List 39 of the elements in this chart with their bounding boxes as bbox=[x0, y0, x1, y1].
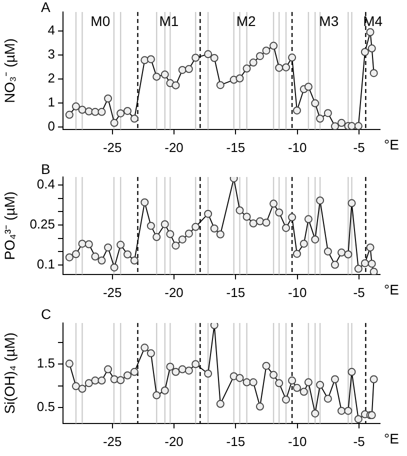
y-axis-title: Si(OH)₄ (µM) bbox=[1, 332, 18, 414]
x-tick-label: -5 bbox=[353, 140, 365, 155]
annotation: M4 bbox=[363, 12, 383, 29]
y-tick-label: 0.1 bbox=[36, 256, 55, 272]
x-tick-label: -10 bbox=[288, 284, 307, 300]
annotation: M3 bbox=[319, 12, 339, 29]
chart-title: A bbox=[41, 0, 51, 15]
x-tick-label: -15 bbox=[226, 140, 246, 155]
y-tick-label: 0.5 bbox=[36, 398, 55, 414]
x-tick-label: -25 bbox=[102, 284, 122, 300]
y-tick-label: 4 bbox=[48, 22, 55, 38]
y-tick-label: 1 bbox=[48, 94, 55, 110]
x-tick-label: -20 bbox=[164, 140, 184, 155]
annotation: M0 bbox=[90, 12, 110, 29]
chart-title: C bbox=[41, 306, 52, 322]
y-tick-label: 2 bbox=[48, 70, 55, 86]
y-tick-label: 3 bbox=[48, 46, 55, 62]
x-tick-label: -25 bbox=[102, 434, 122, 449]
x-tick-label: -5 bbox=[353, 284, 365, 300]
y-axis-title: NO₃⁻ (µM) bbox=[1, 38, 18, 104]
y-tick-label: 0.4 bbox=[36, 176, 55, 192]
x-axis-title: °E bbox=[384, 136, 399, 152]
y-tick-label: 0.25 bbox=[30, 216, 55, 232]
x-axis-title: °E bbox=[384, 430, 399, 446]
x-tick-label: -20 bbox=[164, 284, 184, 300]
x-tick-label: -15 bbox=[226, 434, 246, 449]
x-tick-label: -10 bbox=[288, 140, 307, 155]
x-tick-label: -20 bbox=[164, 434, 184, 449]
x-axis-title: °E bbox=[384, 281, 399, 298]
x-tick-label: -15 bbox=[226, 284, 246, 300]
y-tick-label: 1.5 bbox=[36, 356, 55, 371]
chart-title: B bbox=[41, 160, 50, 177]
annotation: M1 bbox=[159, 12, 179, 29]
x-tick-label: -25 bbox=[102, 140, 122, 155]
x-tick-label: -10 bbox=[288, 434, 307, 449]
annotation: M2 bbox=[236, 12, 256, 29]
y-tick-label: 0 bbox=[48, 118, 55, 134]
y-axis-title: PO₄³⁻ (µM) bbox=[1, 191, 18, 260]
x-tick-label: -5 bbox=[353, 434, 365, 449]
